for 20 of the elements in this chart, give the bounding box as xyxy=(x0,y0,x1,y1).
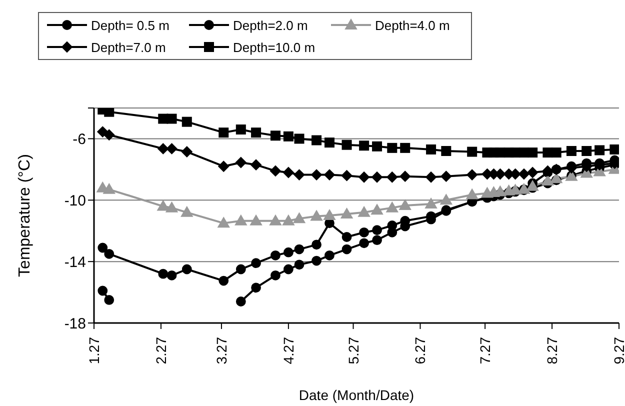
y-axis-title: Temperature (°C) xyxy=(16,154,34,277)
legend-label: Depth=7.0 m xyxy=(91,40,166,54)
y-tick-label: -14 xyxy=(64,254,86,271)
x-tick-label: 8.27 xyxy=(544,336,560,364)
y-tick-label: -18 xyxy=(64,315,86,332)
legend-label: Depth=2.0 m xyxy=(233,18,308,32)
x-tick-label: 9.27 xyxy=(611,336,625,364)
legend-label: Depth=4.0 m xyxy=(375,18,450,32)
x-tick-label: 1.27 xyxy=(86,336,102,364)
legend-label: Depth= 0.5 m xyxy=(91,18,170,32)
x-tick-label: 3.27 xyxy=(213,336,230,364)
x-tick-label: 4.27 xyxy=(280,336,296,364)
x-tick-label: 2.27 xyxy=(152,336,169,364)
x-tick-label: 5.27 xyxy=(345,336,362,364)
legend-label: Depth=10.0 m xyxy=(233,40,316,54)
x-tick-label: 6.27 xyxy=(412,336,428,364)
x-axis-title: Date (Month/Date) xyxy=(298,387,414,403)
y-tick-label: -10 xyxy=(64,192,86,210)
y-tick-label: -6 xyxy=(72,131,86,148)
x-tick-label: 7.27 xyxy=(477,336,494,364)
